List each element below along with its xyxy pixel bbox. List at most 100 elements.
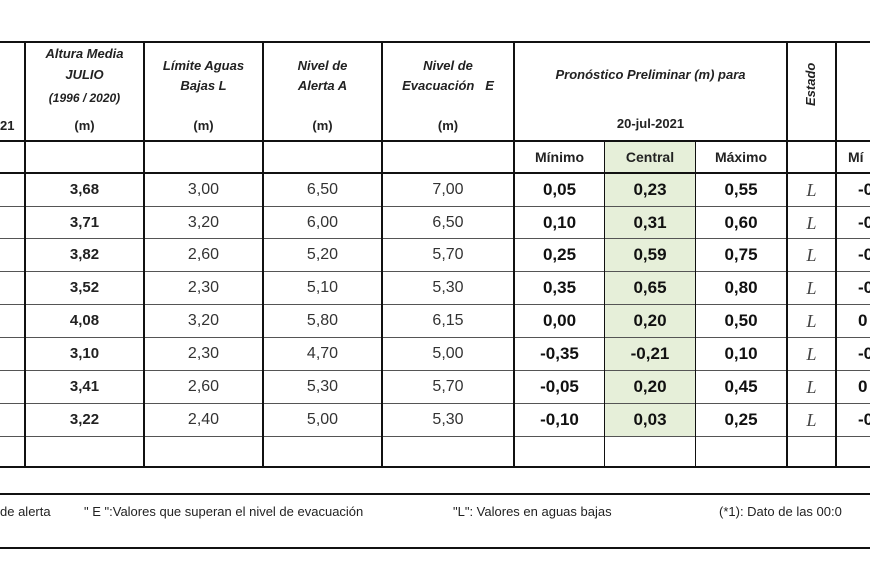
cell-estado: L — [806, 377, 817, 397]
col-border — [513, 41, 515, 468]
left-header-fragment: 21 — [0, 118, 15, 133]
cell-max: 0,55 — [724, 180, 758, 199]
alerta-header-line1: Nivel de — [297, 58, 348, 73]
cell-central: 0,03 — [633, 410, 667, 429]
cell-evac: 5,30 — [432, 279, 464, 296]
cell-limite: 3,20 — [187, 214, 220, 231]
cell-central: 0,20 — [633, 311, 667, 330]
footer-dato-note: (*1): Dato de las 00:0 — [719, 504, 842, 519]
row-divider — [0, 403, 870, 404]
cell-altura: 3,71 — [69, 214, 100, 231]
cell-min: 0,00 — [542, 311, 577, 330]
cell-evac: 6,50 — [432, 214, 464, 231]
cell-evac: 7,00 — [432, 181, 464, 198]
cell-min: -0,05 — [540, 377, 579, 396]
cell-central: 0,23 — [633, 180, 667, 199]
cell-min: -0,35 — [540, 344, 579, 363]
evac-unit: (m) — [437, 118, 459, 133]
alerta-header-line2: Alerta A — [297, 78, 348, 93]
cell-estado: L — [806, 410, 817, 430]
footer-top-border — [0, 493, 870, 495]
subheader-bottom-border — [0, 172, 870, 174]
cell-max: 0,60 — [724, 213, 758, 232]
cell-right: 0 — [858, 311, 868, 330]
pronostico-date: 20-jul-2021 — [616, 116, 685, 131]
alerta-unit: (m) — [312, 118, 333, 133]
col-border — [604, 142, 605, 468]
altura-unit: (m) — [74, 118, 95, 133]
cell-alerta: 4,70 — [306, 345, 339, 362]
estado-header-label: Estado — [803, 62, 818, 106]
cell-central: -0,21 — [630, 344, 670, 363]
footer-bajas-note: "L": Valores en aguas bajas — [453, 504, 612, 519]
row-divider — [0, 206, 870, 207]
cell-limite: 2,60 — [187, 378, 220, 395]
cell-alerta: 5,80 — [306, 312, 339, 329]
cell-limite: 2,30 — [187, 279, 220, 296]
cell-max: 0,80 — [724, 278, 758, 297]
estado-header: Estado — [788, 46, 835, 116]
cell-evac: 5,00 — [432, 345, 464, 362]
cell-estado: L — [806, 180, 817, 200]
pronostico-sub-border — [515, 140, 787, 141]
row-divider — [0, 238, 870, 239]
cell-central: 0,31 — [633, 213, 667, 232]
cell-altura: 3,22 — [69, 411, 100, 428]
cell-limite: 2,40 — [187, 411, 220, 428]
cell-estado: L — [806, 245, 817, 265]
cell-min: 0,05 — [542, 180, 577, 199]
cell-estado: L — [806, 344, 817, 364]
altura-header-title: Altura Media — [45, 46, 124, 61]
cell-min: 0,35 — [542, 278, 577, 297]
cell-right: -0 — [858, 213, 870, 232]
cell-alerta: 6,50 — [306, 181, 339, 198]
cell-altura: 3,82 — [69, 246, 100, 263]
altura-header-range: (1996 / 2020) — [48, 91, 121, 105]
footer-bottom-border — [0, 547, 870, 549]
cell-evac: 5,70 — [432, 246, 464, 263]
cell-min: 0,25 — [542, 245, 577, 264]
col-border — [262, 41, 264, 468]
cell-max: 0,75 — [724, 245, 758, 264]
cell-max: 0,45 — [724, 377, 758, 396]
cell-right: -0 — [858, 180, 870, 199]
cell-alerta: 5,20 — [306, 246, 339, 263]
cell-evac: 5,70 — [432, 378, 464, 395]
pronostico-header-title: Pronóstico Preliminar (m) para — [555, 67, 746, 82]
footer-evac-note: " E ":Valores que superan el nivel de ev… — [84, 504, 364, 519]
evac-header-line2: Evacuación E — [402, 78, 494, 93]
evac-header-line1: Nivel de — [423, 58, 473, 73]
cell-estado: L — [806, 311, 817, 331]
col-border — [786, 41, 788, 468]
cell-min: -0,10 — [540, 410, 579, 429]
cell-altura: 3,52 — [69, 279, 100, 296]
cell-evac: 5,30 — [432, 411, 464, 428]
row-divider — [0, 271, 870, 272]
cell-altura: 3,10 — [69, 345, 100, 362]
subheader-central: Central — [625, 149, 675, 165]
cell-limite: 2,60 — [187, 246, 220, 263]
cell-max: 0,25 — [724, 410, 758, 429]
cell-right: -0 — [858, 245, 870, 264]
subheader-minimo: Mínimo — [535, 149, 584, 165]
col-border — [143, 41, 145, 468]
row-divider — [0, 436, 870, 437]
altura-header-month: JULIO — [65, 67, 104, 82]
cell-limite: 3,20 — [187, 312, 220, 329]
row-divider — [0, 337, 870, 338]
cell-limite: 3,00 — [187, 181, 220, 198]
cell-right: -0 — [858, 344, 870, 363]
header-bottom-border — [0, 140, 870, 142]
row-divider — [0, 304, 870, 305]
subheader-right-fragment: Mí — [848, 149, 864, 165]
cell-right: 0 — [858, 377, 868, 396]
cell-altura: 4,08 — [69, 312, 100, 329]
cell-central: 0,59 — [633, 245, 667, 264]
cell-max: 0,10 — [724, 344, 758, 363]
cell-central: 0,65 — [633, 278, 667, 297]
cell-central: 0,20 — [633, 377, 667, 396]
cell-alerta: 6,00 — [306, 214, 339, 231]
cell-alerta: 5,10 — [306, 279, 339, 296]
limite-header-line2: Bajas L — [180, 78, 227, 93]
